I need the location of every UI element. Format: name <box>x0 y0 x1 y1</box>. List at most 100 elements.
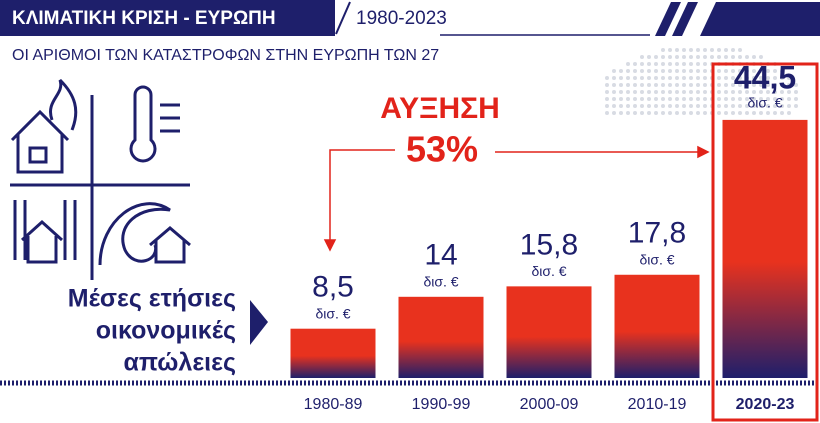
map-dot <box>738 90 742 94</box>
map-dot <box>780 83 784 87</box>
map-dot <box>724 55 728 59</box>
map-dot <box>738 48 742 52</box>
map-dot <box>647 69 651 73</box>
map-dot <box>626 104 630 108</box>
map-dot <box>647 97 651 101</box>
map-dot <box>647 83 651 87</box>
map-dot <box>605 104 609 108</box>
value-label: 15,8 <box>520 228 578 261</box>
map-dot <box>675 111 679 115</box>
map-dot <box>794 104 798 108</box>
map-dot <box>647 104 651 108</box>
map-dot <box>731 76 735 80</box>
map-dot <box>654 55 658 59</box>
map-dot <box>766 90 770 94</box>
map-dot <box>689 83 693 87</box>
map-dot <box>668 83 672 87</box>
map-dot <box>619 76 623 80</box>
map-dot <box>724 76 728 80</box>
map-dot <box>626 90 630 94</box>
map-dot <box>675 97 679 101</box>
map-dot <box>696 55 700 59</box>
map-dot <box>738 104 742 108</box>
unit-label: δισ. € <box>747 95 782 111</box>
map-dot <box>752 76 756 80</box>
map-dot <box>724 83 728 87</box>
map-dot <box>640 69 644 73</box>
map-dot <box>752 83 756 87</box>
map-dot <box>724 104 728 108</box>
map-dot <box>717 90 721 94</box>
map-dot <box>717 76 721 80</box>
map-dot <box>661 76 665 80</box>
map-dot <box>717 111 721 115</box>
x-tick-label: 2020-23 <box>736 396 795 413</box>
map-dot <box>731 104 735 108</box>
map-dot <box>633 104 637 108</box>
map-dot <box>633 111 637 115</box>
map-dot <box>759 104 763 108</box>
map-dot <box>745 111 749 115</box>
map-dot <box>773 104 777 108</box>
annotation-text: ΑΥΞΗΣΗ <box>380 92 500 125</box>
map-dot <box>752 90 756 94</box>
map-dot <box>794 83 798 87</box>
map-dot <box>647 55 651 59</box>
map-dot <box>696 83 700 87</box>
map-dot <box>696 62 700 66</box>
map-dot <box>605 111 609 115</box>
map-dot <box>675 76 679 80</box>
map-dot <box>647 76 651 80</box>
map-dot <box>787 83 791 87</box>
map-dot <box>696 48 700 52</box>
map-dot <box>787 111 791 115</box>
bar <box>506 286 592 378</box>
map-dot <box>773 97 777 101</box>
map-dot <box>633 97 637 101</box>
x-tick-label: 1980-89 <box>304 396 363 413</box>
map-dot <box>745 104 749 108</box>
map-dot <box>717 97 721 101</box>
map-dot <box>654 69 658 73</box>
map-dot <box>682 111 686 115</box>
header-stripes <box>655 2 820 36</box>
map-dot <box>766 111 770 115</box>
map-dot <box>731 69 735 73</box>
map-dot <box>731 48 735 52</box>
map-dots <box>605 48 798 115</box>
map-dot <box>654 83 658 87</box>
map-dot <box>738 97 742 101</box>
map-dot <box>619 97 623 101</box>
map-dot <box>696 97 700 101</box>
map-dot <box>731 111 735 115</box>
map-dot <box>682 90 686 94</box>
map-dot <box>773 111 777 115</box>
map-dot <box>752 55 756 59</box>
measure-label: Μέσες ετήσιες οικονομικές απώλειες <box>68 285 236 377</box>
map-dot <box>682 55 686 59</box>
map-dot <box>619 111 623 115</box>
map-dot <box>745 55 749 59</box>
map-dot <box>668 69 672 73</box>
map-dot <box>738 83 742 87</box>
x-tick-label: 2010-19 <box>628 396 687 413</box>
map-dot <box>668 104 672 108</box>
map-dot <box>675 55 679 59</box>
map-dot <box>633 62 637 66</box>
map-dot <box>661 55 665 59</box>
map-dot <box>766 97 770 101</box>
map-dot <box>619 83 623 87</box>
chevron <box>250 300 268 345</box>
map-dot <box>759 76 763 80</box>
map-dot <box>717 104 721 108</box>
map-dot <box>773 83 777 87</box>
map-dot <box>689 111 693 115</box>
map-dot <box>661 97 665 101</box>
bar <box>398 296 484 378</box>
map-dot <box>675 48 679 52</box>
map-dot <box>731 83 735 87</box>
map-dot <box>696 90 700 94</box>
map-dot <box>612 76 616 80</box>
map-dot <box>668 111 672 115</box>
map-dot <box>661 111 665 115</box>
